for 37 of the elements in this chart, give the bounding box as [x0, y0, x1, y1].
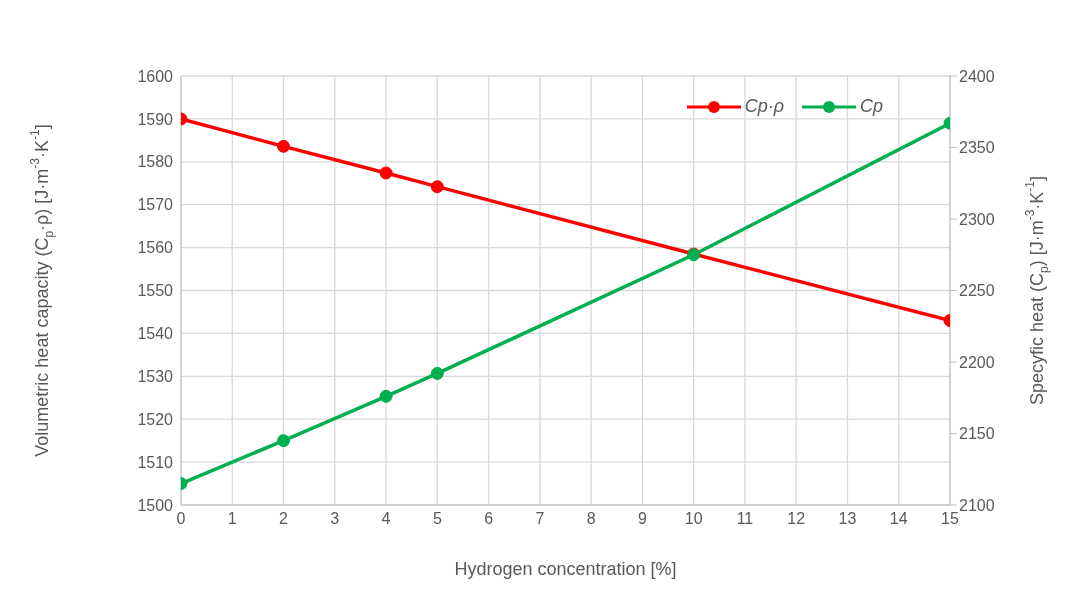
y-tick-label: 1600 [137, 67, 174, 85]
y-tick-label: 1580 [137, 153, 174, 171]
y-tick-label: 1540 [137, 325, 174, 343]
x-tick-label: 11 [736, 510, 754, 528]
y-tick-label: 1560 [137, 239, 174, 257]
y-tick-label: 1510 [137, 453, 174, 471]
y2-tick-label: 2200 [959, 353, 995, 371]
x-tick-label: 0 [176, 510, 186, 528]
x-tick-label: 7 [535, 510, 545, 528]
y2-tick-label: 2100 [959, 496, 995, 514]
legend-label: Cp·ρ [744, 96, 784, 117]
y-tick-label: 1520 [137, 410, 174, 428]
x-tick-label: 2 [279, 510, 289, 528]
y-tick-label: 1530 [137, 367, 174, 385]
x-tick-label: 1 [227, 510, 237, 528]
legend-label: Cp [859, 96, 883, 117]
y2-tick-label: 2150 [959, 425, 995, 443]
x-tick-label: 13 [838, 510, 857, 528]
x-tick-label: 14 [889, 510, 908, 528]
y-tick-label: 1550 [137, 282, 174, 300]
y2-tick-label: 2350 [959, 139, 995, 157]
x-tick-label: 9 [637, 510, 647, 528]
y-tick-label: 1500 [137, 496, 174, 514]
x-tick-label: 10 [684, 510, 703, 528]
y-tick-label: 1570 [137, 196, 174, 214]
x-tick-label: 12 [787, 510, 806, 528]
x-tick-label: 3 [330, 510, 340, 528]
x-tick-label: 15 [941, 510, 959, 528]
x-tick-label: 4 [381, 510, 391, 528]
x-tick-label: 6 [484, 510, 494, 528]
y2-tick-label: 2250 [959, 282, 995, 300]
y2-tick-label: 2300 [959, 210, 995, 228]
x-tick-label: 5 [432, 510, 442, 528]
y2-tick-label: 2400 [959, 67, 995, 85]
x-tick-label: 8 [586, 510, 596, 528]
x-axis-title: Hydrogen concentration [%] [454, 558, 677, 579]
y-tick-label: 1590 [137, 110, 174, 128]
